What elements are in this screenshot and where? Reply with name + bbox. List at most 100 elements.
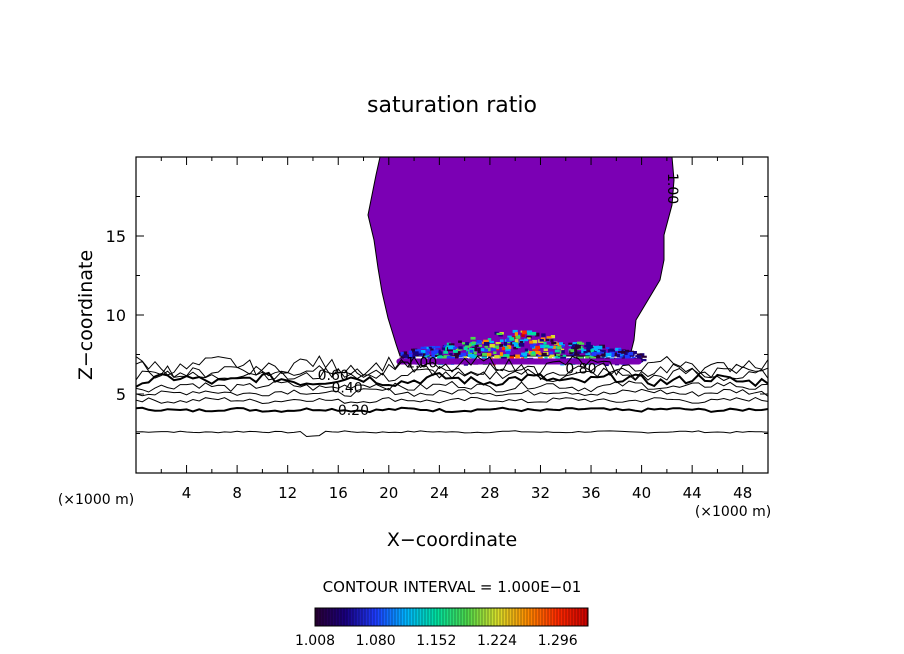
supersaturation-cell <box>586 341 591 346</box>
supersaturation-cell <box>424 353 428 358</box>
supersaturation-cell <box>420 350 426 354</box>
supersaturation-cell <box>526 337 531 340</box>
supersaturation-cell <box>539 339 544 342</box>
x-tick-label: 8 <box>232 484 242 502</box>
supersaturation-cell <box>549 351 554 355</box>
supersaturation-cell <box>448 346 454 350</box>
contour-interval-text: CONTOUR INTERVAL = 1.000E−01 <box>323 578 582 596</box>
supersaturation-cell <box>506 350 511 355</box>
supersaturation-cell <box>552 345 556 349</box>
supersaturation-cell <box>557 346 562 350</box>
supersaturation-cell <box>583 351 588 354</box>
supersaturation-cell <box>575 345 581 349</box>
supersaturation-cell <box>596 349 600 354</box>
supersaturation-cell <box>455 355 459 359</box>
supersaturation-cell <box>422 352 426 356</box>
supersaturation-cell <box>573 347 577 352</box>
supersaturation-cell <box>621 350 626 354</box>
supersaturation-cell <box>543 341 547 345</box>
x-unit-left: (×1000 m) <box>58 492 134 508</box>
supersaturation-cell <box>408 353 413 357</box>
supersaturation-cell <box>577 341 583 345</box>
contour-label: 0.20 <box>338 403 369 419</box>
supersaturation-cell <box>503 341 508 346</box>
x-tick-label: 28 <box>480 484 499 502</box>
supersaturation-cell <box>589 355 593 358</box>
contour-line <box>136 355 768 377</box>
supersaturation-cell <box>438 351 443 355</box>
supersaturation-cell <box>458 340 462 343</box>
supersaturation-cell <box>635 355 639 358</box>
supersaturation-cell <box>509 356 515 359</box>
supersaturation-cell <box>472 347 478 351</box>
supersaturation-cell <box>636 355 642 359</box>
contour-line <box>136 360 768 381</box>
supersaturation-cell <box>489 344 495 348</box>
supersaturation-cell <box>568 342 573 345</box>
supersaturation-cell <box>503 355 510 359</box>
supersaturation-cell <box>488 340 494 344</box>
supersaturation-cell <box>641 358 647 362</box>
supersaturation-cell <box>466 349 470 353</box>
supersaturation-cell <box>450 356 457 360</box>
y-tick-label: 10 <box>106 306 126 325</box>
supersaturation-cell <box>530 344 535 348</box>
x-tick-label: 36 <box>581 484 600 502</box>
x-unit-right: (×1000 m) <box>695 504 771 520</box>
supersaturation-cell <box>522 352 528 357</box>
supersaturation-cell <box>505 346 509 350</box>
supersaturation-cell <box>404 354 409 357</box>
supersaturation-cell <box>616 353 620 358</box>
supersaturation-cell <box>595 353 600 357</box>
x-axis-label: X−coordinate <box>387 529 517 551</box>
supersaturation-cell <box>593 345 598 350</box>
supersaturation-cell <box>434 346 439 349</box>
supersaturation-cell <box>435 354 439 357</box>
x-tick-label: 24 <box>430 484 449 502</box>
supersaturation-cell <box>482 352 488 356</box>
supersaturation-cell <box>569 350 573 355</box>
x-tick-label: 12 <box>278 484 297 502</box>
supersaturation-cell <box>596 352 601 355</box>
y-tick-label: 15 <box>106 227 126 246</box>
supersaturation-cell <box>586 346 592 351</box>
supersaturation-cell <box>585 352 591 356</box>
supersaturation-cell <box>427 346 432 349</box>
supersaturation-cell <box>471 356 477 360</box>
supersaturation-cell <box>544 356 548 361</box>
supersaturation-cell <box>608 348 614 353</box>
y-axis-label: Z−coordinate <box>75 250 97 380</box>
supersaturation-cell <box>513 346 518 350</box>
supersaturation-cell <box>594 355 601 359</box>
supersaturation-cell <box>551 341 557 345</box>
colorbar-label: 1.296 <box>538 633 578 649</box>
supersaturation-cell <box>572 342 578 345</box>
supersaturation-cell <box>561 350 565 354</box>
supersaturation-cell <box>523 356 528 359</box>
x-tick-label: 16 <box>329 484 348 502</box>
supersaturation-cell <box>449 353 453 356</box>
supersaturation-cell <box>472 341 476 344</box>
supersaturation-cell <box>615 347 622 351</box>
contour-label: 1.00 <box>664 173 680 204</box>
supersaturation-cells <box>396 329 647 367</box>
supersaturation-cell <box>617 351 623 355</box>
supersaturation-cell <box>490 348 497 351</box>
supersaturation-cell <box>522 330 527 335</box>
supersaturation-cell <box>594 349 599 352</box>
colorbar <box>314 607 589 627</box>
supersaturation-cell <box>515 335 521 339</box>
contour-label: 0.60 <box>318 368 349 384</box>
supersaturation-cell <box>493 345 500 349</box>
supersaturation-cell <box>470 341 476 346</box>
supersaturation-cell <box>507 335 512 338</box>
x-axis-ticks: 4 8 12 16 20 24 28 32 36 40 44 48 <box>160 157 752 502</box>
supersaturation-cell <box>487 338 492 342</box>
supersaturation-cell <box>451 346 458 350</box>
supersaturation-cell <box>539 344 546 349</box>
colorbar-stripes <box>316 608 588 626</box>
supersaturation-cell <box>441 347 447 350</box>
supersaturation-cell <box>415 349 421 353</box>
supersaturation-cell <box>516 344 521 349</box>
supersaturation-cell <box>550 339 554 342</box>
